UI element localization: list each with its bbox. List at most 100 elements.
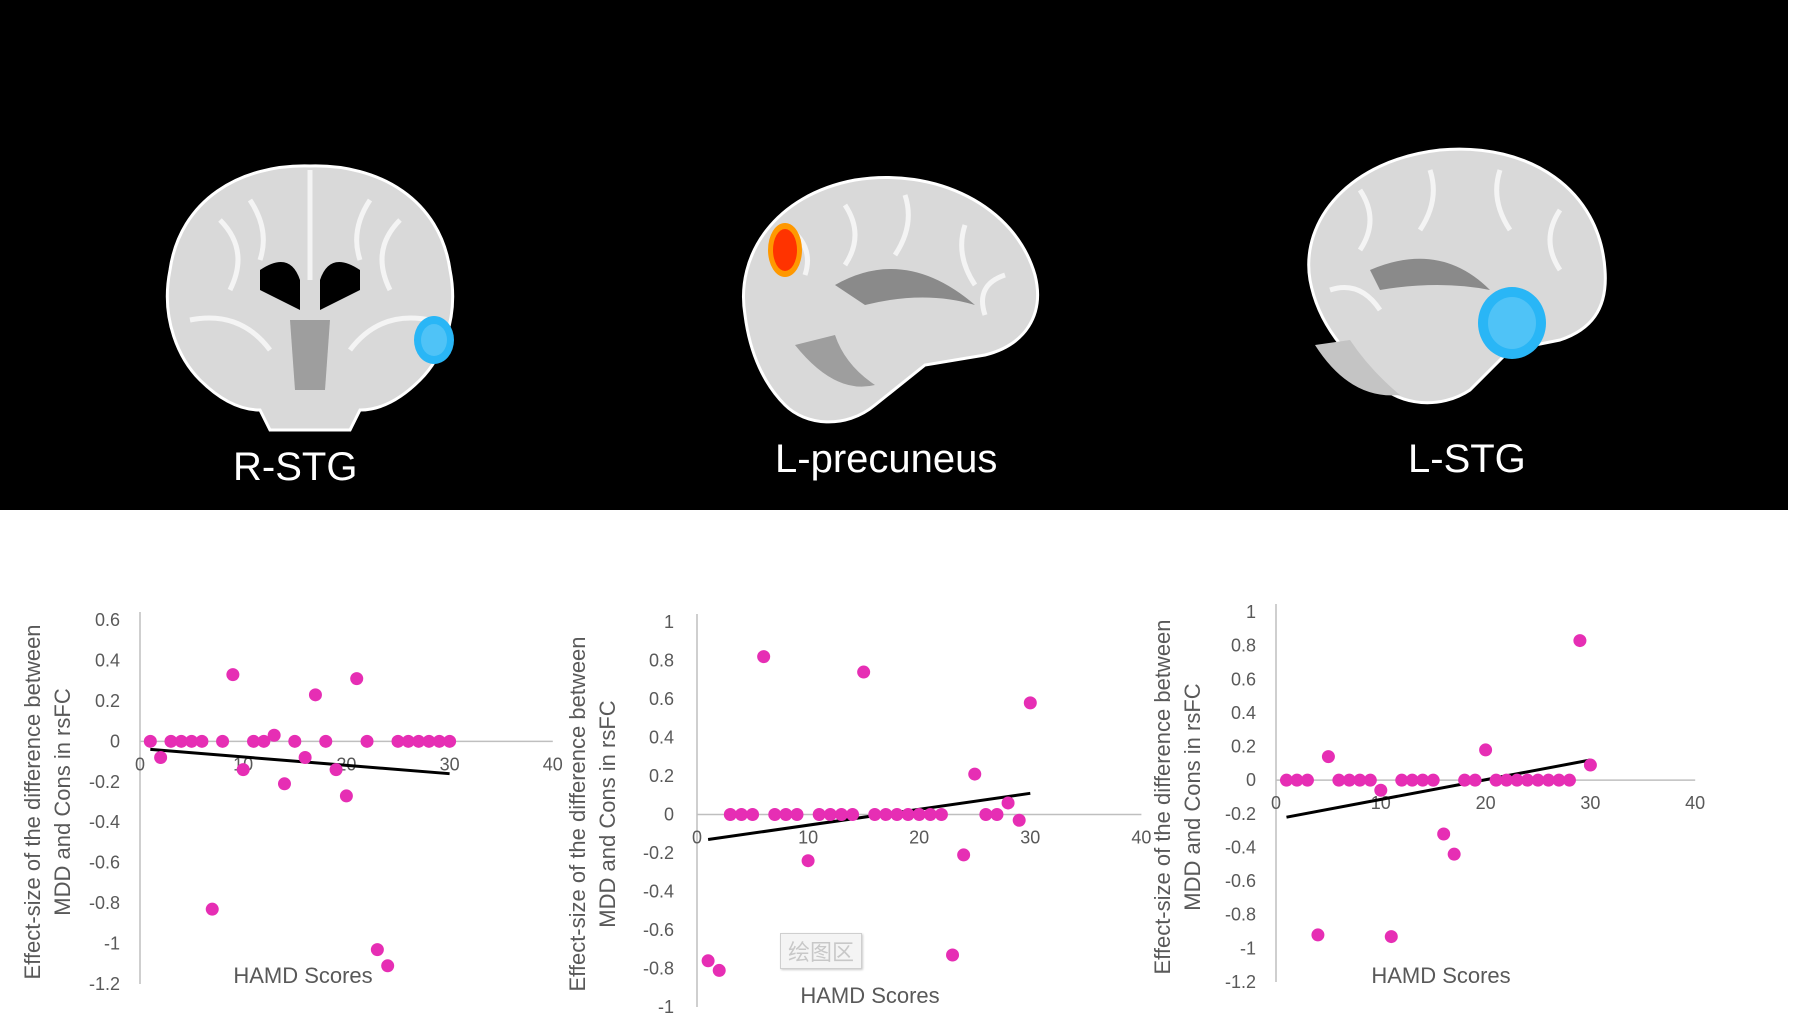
data-point bbox=[298, 751, 312, 765]
y-tick-label: -0.4 bbox=[89, 812, 120, 832]
brain-image-panel: R-STG L-precuneus L-STG bbox=[0, 0, 1788, 510]
data-point bbox=[1521, 773, 1535, 787]
y-tick-label: 0.4 bbox=[1231, 703, 1256, 723]
y-tick-label: 0.4 bbox=[95, 650, 120, 670]
data-point bbox=[257, 734, 271, 748]
data-point bbox=[319, 734, 333, 748]
x-tick-label: 0 bbox=[135, 754, 145, 774]
data-point bbox=[890, 808, 904, 821]
data-point bbox=[990, 808, 1004, 821]
y-tick-label: -0.6 bbox=[643, 920, 674, 940]
data-point bbox=[901, 808, 915, 821]
y-axis-title: Effect-size of the difference between bbox=[20, 624, 45, 979]
data-point bbox=[226, 668, 240, 682]
y-tick-label: -1.2 bbox=[89, 974, 120, 994]
data-point bbox=[934, 808, 948, 821]
data-point bbox=[174, 734, 188, 748]
trendline bbox=[1286, 758, 1591, 819]
y-axis-title: Effect-size of the difference between bbox=[565, 636, 590, 991]
coronal-brain-image bbox=[165, 164, 455, 432]
data-point bbox=[1573, 634, 1587, 648]
data-point bbox=[185, 734, 199, 748]
data-point bbox=[247, 734, 261, 748]
data-point bbox=[1405, 773, 1419, 787]
data-point bbox=[443, 734, 457, 748]
data-point bbox=[339, 789, 353, 803]
scatter-charts: 0.60.40.20-0.2-0.4-0.6-0.8-1-1.201020304… bbox=[20, 602, 1705, 1017]
y-tick-label: -1.2 bbox=[1225, 972, 1256, 992]
y-tick-label: 0.4 bbox=[649, 728, 674, 748]
data-point bbox=[216, 734, 230, 748]
x-tick-label: 40 bbox=[543, 754, 563, 774]
y-tick-label: -0.4 bbox=[1225, 837, 1256, 857]
y-tick-label: 0 bbox=[110, 731, 120, 751]
data-point bbox=[1583, 758, 1597, 772]
y-tick-label: -0.8 bbox=[643, 959, 674, 979]
data-point bbox=[1541, 773, 1555, 787]
data-point bbox=[1012, 813, 1026, 827]
data-point bbox=[1416, 773, 1430, 787]
y-tick-label: 0.2 bbox=[1231, 737, 1256, 757]
data-point bbox=[1489, 773, 1503, 787]
data-point bbox=[422, 734, 436, 748]
data-point bbox=[1562, 773, 1576, 787]
x-axis-title: HAMD Scores bbox=[800, 983, 939, 1008]
data-point bbox=[205, 902, 219, 916]
data-point bbox=[1001, 796, 1015, 810]
data-point bbox=[401, 734, 415, 748]
y-tick-label: 0 bbox=[1246, 770, 1256, 790]
data-point bbox=[812, 808, 826, 821]
data-point bbox=[1342, 773, 1356, 787]
data-point bbox=[1552, 773, 1566, 787]
data-point bbox=[288, 734, 302, 748]
y-tick-label: 0 bbox=[664, 805, 674, 825]
data-point bbox=[757, 650, 771, 664]
data-point bbox=[1363, 773, 1377, 787]
data-point bbox=[267, 728, 281, 742]
data-point bbox=[308, 688, 322, 702]
data-point bbox=[1311, 928, 1325, 942]
watermark-badge: 绘图区 bbox=[780, 933, 862, 969]
x-tick-label: 40 bbox=[1685, 793, 1705, 813]
region-label-l-stg: L-STG bbox=[1408, 437, 1526, 481]
y-axis-title-line2: MDD and Cons in rsFC bbox=[1180, 683, 1205, 911]
data-point bbox=[712, 963, 726, 977]
y-tick-label: 0.2 bbox=[95, 691, 120, 711]
data-point bbox=[1479, 743, 1493, 757]
data-point bbox=[154, 751, 168, 765]
x-tick-label: 0 bbox=[1271, 793, 1281, 813]
data-point bbox=[1426, 773, 1440, 787]
data-point bbox=[350, 672, 364, 686]
data-point bbox=[381, 959, 395, 973]
data-point bbox=[236, 763, 250, 777]
panel-edge bbox=[1788, 108, 1791, 510]
data-point bbox=[746, 808, 760, 821]
data-point bbox=[432, 734, 446, 748]
y-tick-label: 1 bbox=[1246, 602, 1256, 622]
data-point bbox=[923, 808, 937, 821]
data-point bbox=[1468, 773, 1482, 787]
y-tick-label: 0.8 bbox=[649, 651, 674, 671]
y-tick-label: -0.6 bbox=[1225, 871, 1256, 891]
y-tick-label: -0.2 bbox=[1225, 804, 1256, 824]
data-point bbox=[734, 808, 748, 821]
scatter-chart-l-precuneus: 1 0.8 0.6 0.4 0.2 0 -0.2 -0.4 -0.6 -0.8 -1 0 10 20 30 4… bbox=[565, 612, 1151, 1017]
sagittal-brain-image-stg bbox=[1307, 147, 1607, 405]
y-tick-label: 0.8 bbox=[1231, 636, 1256, 656]
data-point bbox=[979, 808, 993, 821]
y-tick-label: 0.6 bbox=[95, 610, 120, 630]
data-point bbox=[968, 767, 982, 781]
data-point bbox=[846, 808, 860, 821]
data-point bbox=[143, 734, 157, 748]
data-point bbox=[329, 763, 343, 777]
y-axis-title-line2: MDD and Cons in rsFC bbox=[50, 688, 75, 916]
data-point bbox=[834, 808, 848, 821]
y-axis-title: Effect-size of the difference between bbox=[1150, 619, 1175, 974]
data-point bbox=[1384, 930, 1398, 944]
y-tick-label: -1 bbox=[658, 997, 674, 1017]
data-point bbox=[1290, 773, 1304, 787]
data-point bbox=[1332, 773, 1346, 787]
data-point bbox=[946, 948, 960, 962]
x-tick-label: 30 bbox=[440, 754, 460, 774]
y-tick-label: 0.2 bbox=[649, 766, 674, 786]
